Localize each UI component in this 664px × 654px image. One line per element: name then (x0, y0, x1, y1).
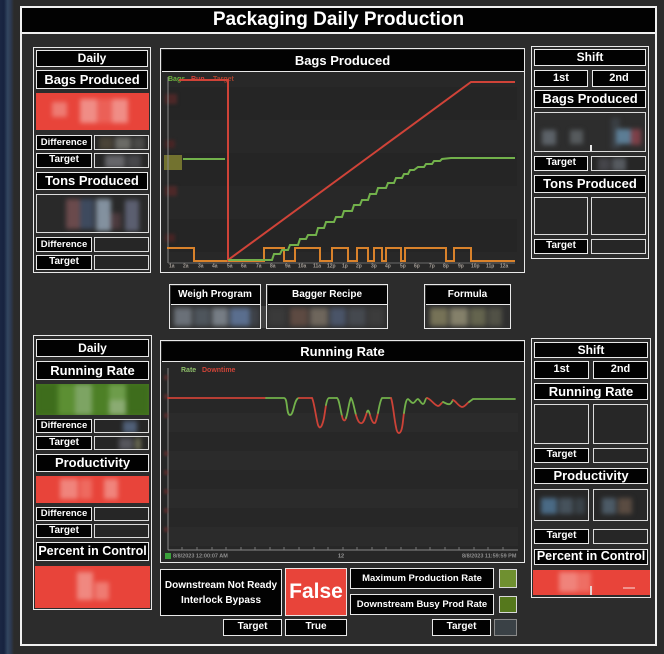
svg-text:8/8/2023 12:00:07 AM: 8/8/2023 12:00:07 AM (173, 554, 228, 560)
svg-text:Rate: Rate (181, 367, 196, 374)
svg-text:Downtime: Downtime (202, 367, 236, 374)
svg-text:8/8/2023 11:59:59 PM: 8/8/2023 11:59:59 PM (462, 554, 517, 560)
svg-text:11a: 11a (313, 264, 321, 270)
svg-text:4a: 4a (212, 264, 218, 270)
svg-text:3a: 3a (198, 264, 204, 270)
svg-text:10p: 10p (471, 264, 480, 270)
svg-text:4p: 4p (385, 264, 391, 270)
svg-text:5a: 5a (227, 264, 233, 270)
svg-text:6p: 6p (414, 264, 420, 270)
svg-text:11p: 11p (486, 264, 494, 270)
svg-text:9p: 9p (458, 264, 464, 270)
svg-text:6a: 6a (241, 264, 247, 270)
svg-text:9a: 9a (285, 264, 291, 270)
svg-text:2p: 2p (356, 264, 362, 270)
svg-text:1a: 1a (169, 264, 175, 270)
svg-text:10a: 10a (298, 264, 307, 270)
svg-text:7p: 7p (429, 264, 435, 270)
svg-text:12a: 12a (500, 264, 509, 270)
svg-text:3p: 3p (371, 264, 377, 270)
svg-text:12: 12 (338, 554, 344, 560)
svg-text:1p: 1p (342, 264, 348, 270)
svg-text:12p: 12p (327, 264, 336, 270)
svg-text:Bags: Bags (168, 76, 185, 83)
svg-text:8p: 8p (443, 264, 449, 270)
svg-text:5p: 5p (400, 264, 406, 270)
svg-text:7a: 7a (256, 264, 262, 270)
svg-text:8a: 8a (270, 264, 276, 270)
svg-text:2a: 2a (183, 264, 189, 270)
